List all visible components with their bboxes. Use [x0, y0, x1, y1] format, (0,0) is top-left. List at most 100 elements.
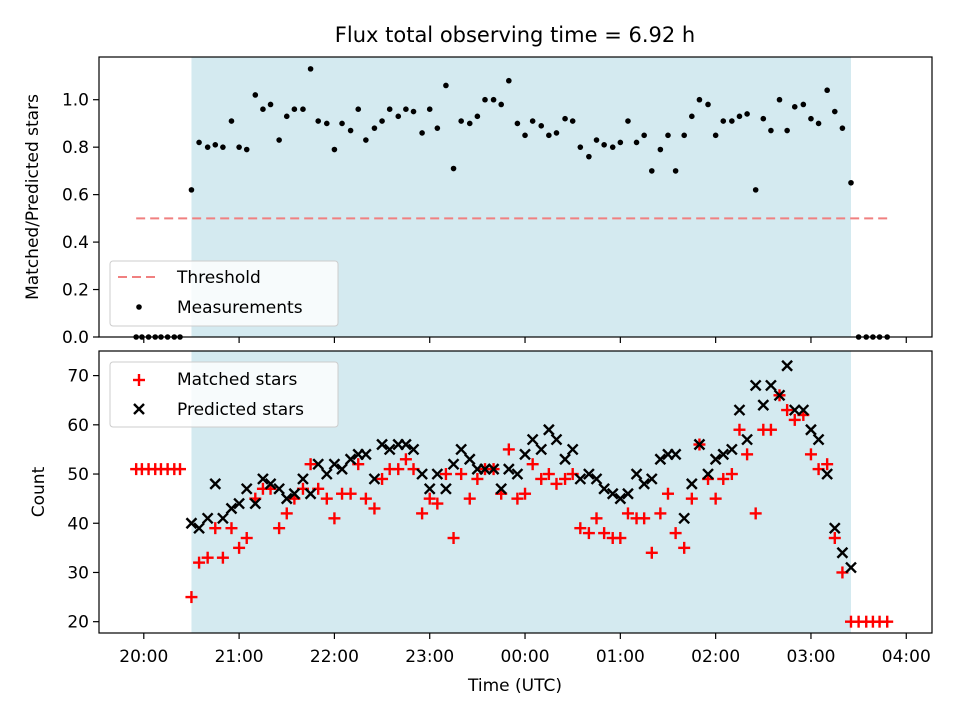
predicted-star-point — [765, 379, 777, 392]
matched-star-point — [174, 463, 187, 476]
measurement-point — [808, 115, 814, 122]
predicted-star-point — [526, 433, 539, 446]
predicted-star-point — [502, 463, 515, 475]
predicted-star-point — [368, 473, 381, 485]
measurement-point — [760, 115, 767, 122]
predicted-star-point — [543, 423, 555, 436]
matched-star-point — [661, 487, 674, 500]
measurement-point — [705, 101, 711, 108]
measurement-point — [434, 125, 441, 131]
ratio-y-tick-label: 1.0 — [62, 91, 89, 111]
measurement-point — [458, 118, 464, 124]
measurement-point — [188, 187, 195, 193]
count-legend-box — [109, 361, 339, 428]
count-panel: 20 30 40 50 60 70 20:00 21:00 22:00 23:00 00:00 01… — [29, 350, 933, 696]
matched-star-point — [821, 458, 834, 471]
predicted-star-point — [407, 443, 420, 456]
measurement-point — [395, 113, 402, 120]
count-legend: Matched stars Predicted stars — [109, 361, 339, 428]
predicted-star-point — [273, 482, 285, 495]
time-x-tick-label: 01:00 — [596, 647, 645, 667]
count-y-tick-label: 60 — [67, 416, 89, 436]
predicted-star-point — [598, 482, 610, 495]
predicted-star-point — [495, 482, 508, 495]
predicted-star-point — [519, 448, 531, 461]
matched-star-point — [685, 492, 698, 505]
count-plot-frame — [98, 350, 933, 634]
predicted-star-point — [566, 443, 579, 456]
predicted-star-point — [828, 522, 841, 535]
predicted-star-point — [550, 433, 563, 446]
time-x-tick-label: 03:00 — [786, 647, 835, 667]
predicted-star-point — [479, 463, 491, 475]
predicted-star-point — [812, 433, 825, 446]
measurement-point — [657, 146, 664, 153]
matched-star-point — [638, 512, 651, 525]
measurement-point — [665, 132, 671, 139]
measurement-point — [800, 101, 807, 108]
measurement-point — [681, 132, 687, 139]
ratio-y-axis-label: Matched/Predicted stars — [23, 94, 43, 300]
matched-star-point — [502, 443, 515, 456]
measurement-point — [633, 139, 640, 146]
predicted-star-point — [821, 468, 834, 480]
measurement-point — [276, 137, 282, 143]
measurement-point — [300, 106, 306, 113]
matched-star-point — [193, 556, 206, 569]
matched-star-point — [828, 532, 841, 545]
measurement-point — [586, 153, 592, 160]
measurement-point — [784, 127, 790, 134]
ratio-y-tick-label: 0.6 — [62, 186, 89, 206]
measurement-point — [744, 111, 750, 117]
predicted-star-point — [535, 443, 548, 456]
measurement-point — [768, 127, 774, 134]
measurement-point — [363, 137, 369, 143]
matched-star-point — [881, 615, 894, 628]
measurement-point — [522, 132, 528, 139]
predicted-star-point — [257, 473, 269, 485]
predicted-star-point — [805, 423, 817, 436]
ratio-y-tick-label: 0.0 — [62, 328, 89, 348]
predicted-star-point — [455, 443, 468, 456]
measurement-point — [569, 118, 576, 124]
measurement-point — [562, 115, 568, 122]
matched-star-point — [535, 472, 548, 485]
legend-matched-label: Matched stars — [177, 370, 297, 390]
measurement-point — [331, 146, 338, 153]
matched-star-point — [781, 404, 794, 417]
matched-star-point — [654, 507, 667, 520]
measurement-point — [315, 118, 322, 124]
predicted-star-point — [233, 497, 245, 510]
measurement-point — [339, 120, 345, 127]
measurement-point — [689, 113, 695, 120]
predicted-star-point — [574, 473, 587, 485]
matched-star-point — [280, 507, 293, 520]
measurement-point — [593, 137, 600, 143]
ratio-legend: Threshold Measurements — [109, 260, 339, 327]
measurement-point — [482, 96, 488, 103]
matched-star-point — [416, 507, 429, 520]
predicted-star-point — [487, 463, 500, 475]
measurement-point — [466, 120, 473, 127]
matched-star-point — [201, 551, 214, 564]
matched-star-point — [741, 448, 754, 461]
legend-predicted-label: Predicted stars — [177, 400, 304, 420]
matched-star-point — [273, 522, 286, 535]
predicted-star-point — [328, 458, 341, 471]
measurement-point — [577, 144, 584, 150]
time-x-tick-label: 23:00 — [405, 647, 454, 667]
measurement-point — [228, 118, 235, 124]
measurement-point — [212, 141, 219, 148]
measurement-point — [252, 92, 259, 98]
matched-star-point — [788, 413, 801, 426]
ratio-panel: 0.0 0.2 0.4 0.6 0.8 1.0 Matched/Predicted sta… — [23, 56, 933, 348]
predicted-star-point — [297, 473, 309, 485]
matched-star-point — [582, 527, 595, 540]
matched-star-point — [209, 522, 222, 535]
predicted-star-point — [463, 453, 476, 466]
matched-star-point — [439, 468, 452, 481]
predicted-star-point — [360, 448, 372, 461]
matched-star-point — [733, 423, 746, 436]
predicted-star-point — [201, 512, 214, 525]
